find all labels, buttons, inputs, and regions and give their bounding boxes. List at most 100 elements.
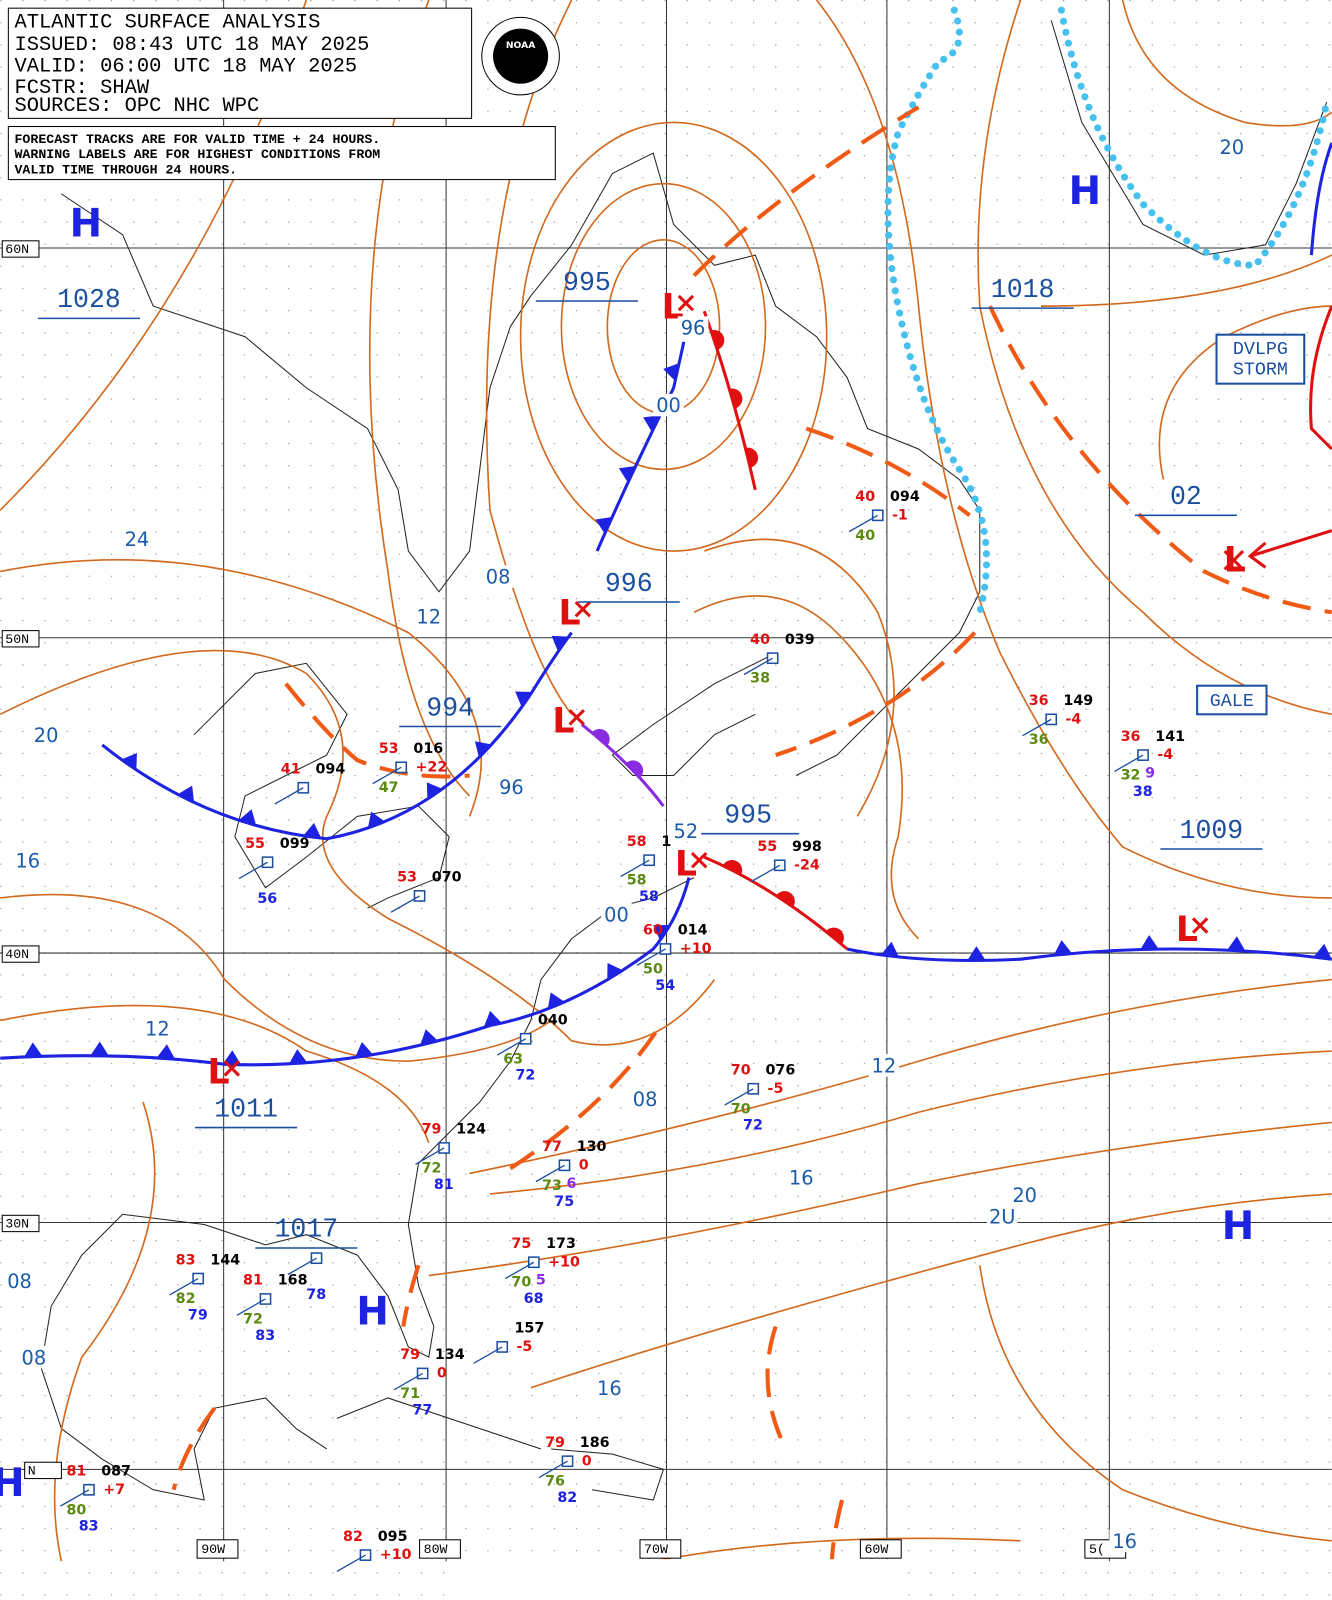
lon-label: 70W [644, 1542, 668, 1557]
lat-label-box [24, 1461, 62, 1480]
front-symbol [1053, 940, 1073, 956]
isobar-label-bg [12, 848, 44, 872]
isobar-label-bg [30, 723, 62, 746]
station-w: 78 [306, 1287, 326, 1303]
station-p: 168 [278, 1273, 308, 1289]
low-x [1191, 917, 1209, 934]
isobar-label-bg [670, 819, 702, 842]
station-t: 58 [627, 834, 647, 850]
front-symbol [618, 465, 636, 483]
station-w: 83 [79, 1519, 99, 1535]
station-d: 72 [243, 1311, 263, 1327]
low-x [677, 294, 695, 312]
lon-label-box [639, 1539, 682, 1559]
station-p: 130 [577, 1139, 607, 1155]
wind-barb [538, 1460, 568, 1479]
warning-label: DVLPG [1233, 339, 1288, 360]
labels: 60N50N40N30NN90W80W70W60W5(HHHHHLLLLLLL1… [0, 135, 1332, 1598]
station-p: 094 [890, 489, 920, 505]
station [766, 652, 779, 665]
station [871, 509, 884, 522]
front-symbol [303, 822, 322, 839]
front-symbol [367, 811, 385, 829]
front-symbol [177, 785, 195, 803]
warning-box [1196, 684, 1268, 716]
station-p: 076 [765, 1062, 795, 1078]
pressure-label: 1028 [57, 285, 121, 315]
lat-label: 30N [5, 1217, 29, 1232]
station-c: +10 [548, 1254, 580, 1270]
isobar-label-bg [653, 393, 684, 417]
isobar-label-bg [629, 1087, 661, 1111]
isobar-label-bg [482, 565, 514, 588]
lon-label-box [419, 1539, 461, 1559]
note-line: VALID TIME THROUGH 24 HOURS. [14, 162, 237, 177]
front-symbol [722, 860, 743, 875]
front-symbol [90, 1041, 109, 1056]
pressure-label: 02 [1170, 482, 1202, 512]
station-d: 32 [1121, 768, 1141, 784]
station-w: 58 [639, 889, 659, 905]
lon-label-box [859, 1539, 902, 1559]
logo [493, 28, 549, 84]
station-p: 998 [792, 839, 822, 855]
wind-barb [473, 1346, 503, 1364]
isobar-label: 96 [681, 317, 706, 340]
wind-barb [750, 864, 781, 883]
low-x [574, 600, 592, 618]
station-p: 149 [1063, 693, 1093, 709]
pressure-label: 1011 [214, 1094, 278, 1124]
station-d: 72 [422, 1160, 442, 1176]
isobar-label: 12 [872, 1054, 897, 1077]
station-t: 40 [855, 489, 875, 505]
lon-label: 5( [1089, 1542, 1105, 1557]
station-w: 56 [257, 891, 277, 907]
wind-barb [636, 948, 666, 966]
lat-label: 60N [5, 242, 29, 257]
station-d: 82 [176, 1291, 196, 1307]
station-w: 82 [557, 1490, 577, 1506]
station-t: 70 [731, 1062, 751, 1078]
wind-barb [743, 657, 773, 676]
front-symbol [625, 760, 644, 778]
station-c: 0 [582, 1453, 592, 1469]
isobar-label-bg [18, 1345, 50, 1369]
isobar-label: 12 [145, 1018, 170, 1041]
station-t: 79 [422, 1122, 442, 1138]
isobar-label-bg [785, 1166, 817, 1189]
station-c: 0 [579, 1157, 589, 1173]
front-symbol [729, 388, 743, 409]
isobar-label: 16 [15, 849, 40, 872]
station-p: 1 [661, 834, 671, 850]
station-v: 6 [567, 1176, 577, 1192]
wind-barb [390, 895, 420, 913]
header-line: SOURCES: OPC NHC WPC [14, 95, 259, 118]
high-center: H [356, 1289, 388, 1334]
station-p: 173 [546, 1236, 576, 1252]
station-t: 40 [750, 632, 770, 648]
isobar-label: 08 [633, 1088, 658, 1111]
pressure-label: 1018 [991, 275, 1055, 305]
front-symbol [355, 1042, 374, 1058]
pressure-label: 995 [724, 800, 772, 830]
front-symbol [967, 946, 986, 961]
cold-front [1309, 142, 1332, 256]
station-c: +7 [103, 1482, 125, 1498]
header-line: FCSTR: SHAW [14, 77, 149, 100]
wind-barb [60, 1489, 90, 1507]
front-symbol [663, 363, 680, 382]
station-t: 77 [542, 1139, 562, 1155]
front-symbol [289, 1049, 308, 1064]
station-p: 094 [315, 761, 345, 777]
wind-barb [1022, 718, 1052, 737]
note-line: WARNING LABELS ARE FOR HIGHEST CONDITION… [14, 147, 380, 162]
high-center: H [1222, 1204, 1254, 1249]
isobars [0, 0, 1332, 1563]
isobar-label-bg [496, 775, 527, 798]
wind-barb [274, 787, 304, 805]
station-v: 5 [536, 1273, 546, 1289]
station-p: 157 [514, 1321, 544, 1337]
station-t: 36 [1121, 729, 1141, 745]
coastlines [40, 20, 1328, 1501]
station-d: 70 [511, 1275, 531, 1291]
